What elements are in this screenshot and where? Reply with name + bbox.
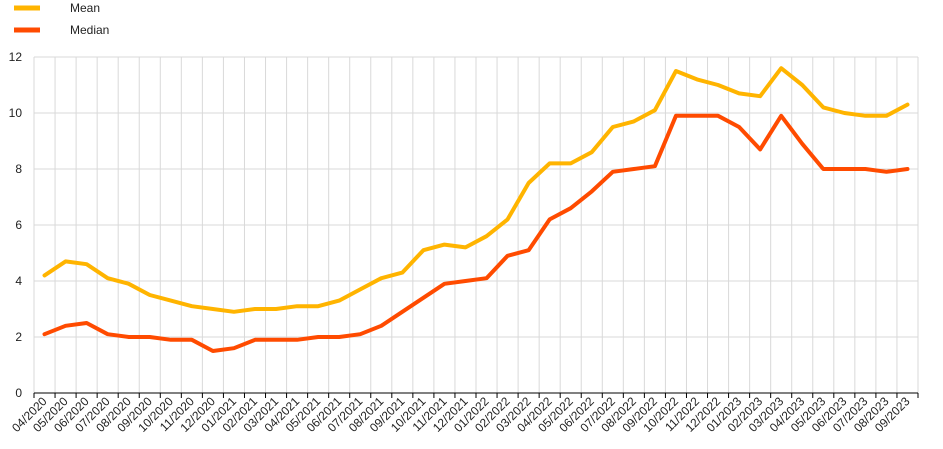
y-tick-label: 2 — [15, 330, 22, 344]
legend-label-median: Median — [70, 23, 109, 37]
y-tick-label: 8 — [15, 162, 22, 176]
y-tick-label: 6 — [15, 218, 22, 232]
y-axis-ticks: 0 2 4 6 8 10 12 — [9, 50, 23, 400]
grid — [33, 56, 919, 393]
legend-label-mean: Mean — [70, 1, 100, 15]
y-tick-label: 0 — [15, 386, 22, 400]
series-lines — [42, 66, 910, 353]
y-tick-label: 12 — [9, 50, 23, 64]
axes — [33, 392, 919, 398]
y-tick-label: 10 — [9, 106, 23, 120]
y-tick-label: 4 — [15, 274, 22, 288]
series-line-median — [42, 113, 910, 353]
x-axis-ticks: 04/202005/202006/202007/202008/202009/20… — [9, 394, 913, 435]
series-line-mean — [42, 66, 910, 314]
legend: Mean Median — [14, 1, 109, 37]
